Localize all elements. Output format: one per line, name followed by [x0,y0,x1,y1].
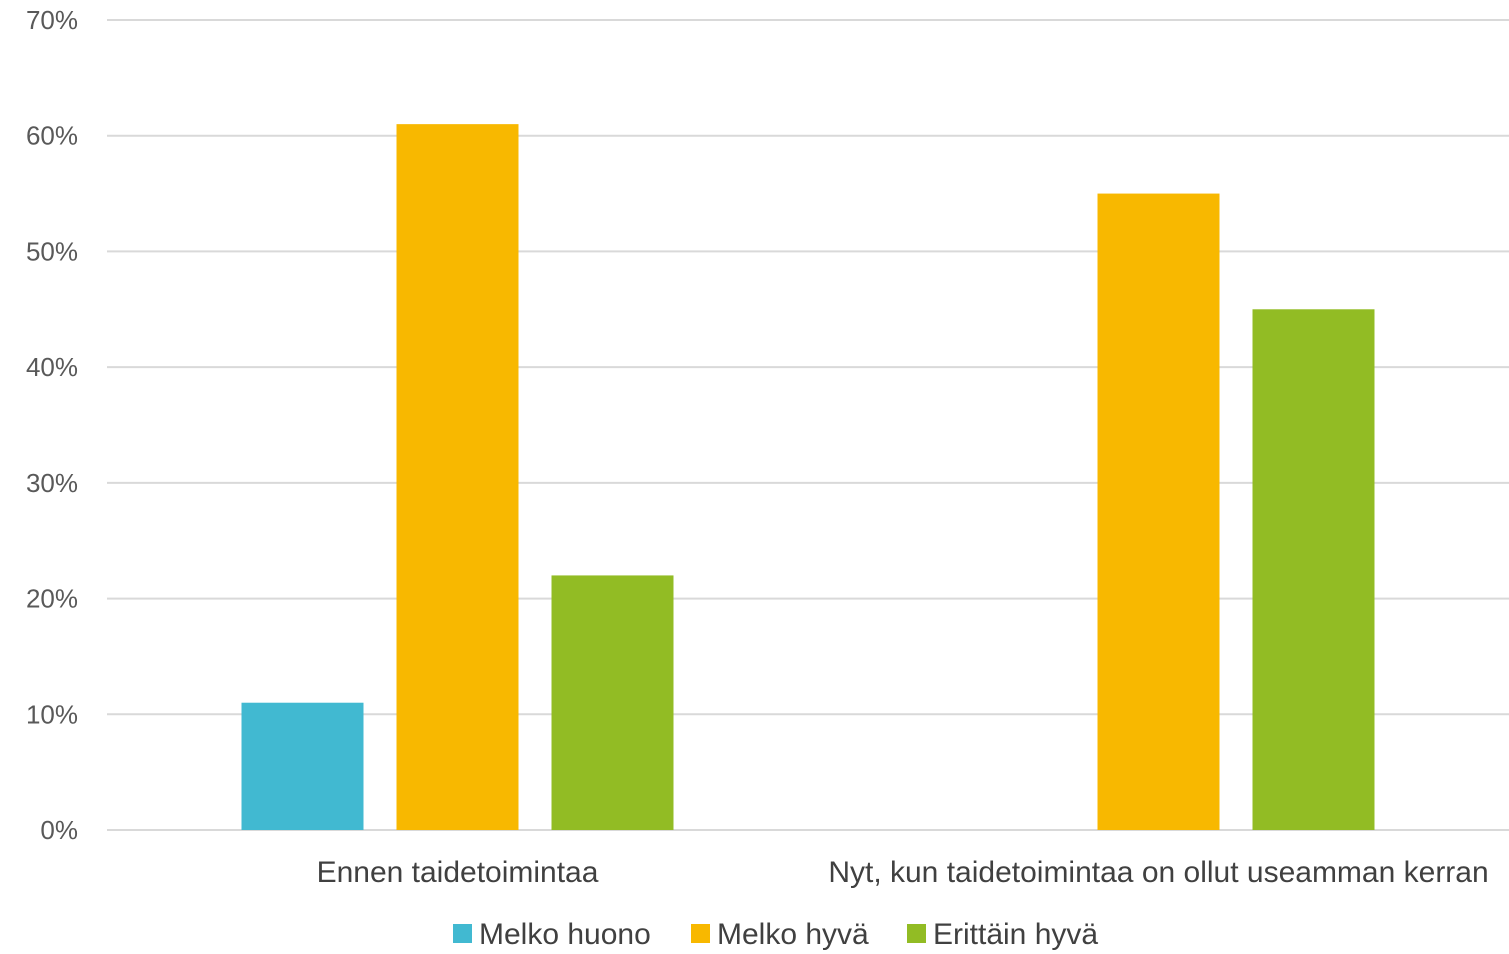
bar-eritt-in-hyv--1 [551,575,674,830]
legend-swatch [691,924,710,943]
y-tick-label: 20% [26,584,78,614]
y-tick-label: 60% [26,121,78,151]
x-category-label: Ennen taidetoimintaa [317,856,599,889]
bars [241,124,1375,831]
legend-label: Erittäin hyvä [933,918,1098,951]
y-tick-label: 70% [26,5,78,35]
y-axis-tick-labels: 0% 10% 20% 30% 40% 50% 60% 70% [26,5,78,845]
y-tick-label: 40% [26,352,78,382]
bar-melko-huono-1 [241,702,364,830]
y-tick-label: 0% [40,815,78,845]
legend-swatch [453,924,472,943]
legend-swatch [907,924,926,943]
y-tick-label: 10% [26,699,78,729]
y-tick-label: 50% [26,236,78,266]
legend: Melko huono Melko hyvä Erittäin hyvä [453,918,1098,951]
bar-melko-hyv--1 [396,124,519,830]
x-category-label: Nyt, kun taidetoimintaa on ollut useamma… [828,856,1488,889]
bar-eritt-in-hyv--2 [1252,309,1375,830]
legend-label: Melko hyvä [717,918,869,951]
legend-label: Melko huono [479,918,651,951]
category-labels: Ennen taidetoimintaa Nyt, kun taidetoimin… [317,856,1489,889]
y-tick-label: 30% [26,468,78,498]
bar-melko-hyv--2 [1097,193,1220,831]
